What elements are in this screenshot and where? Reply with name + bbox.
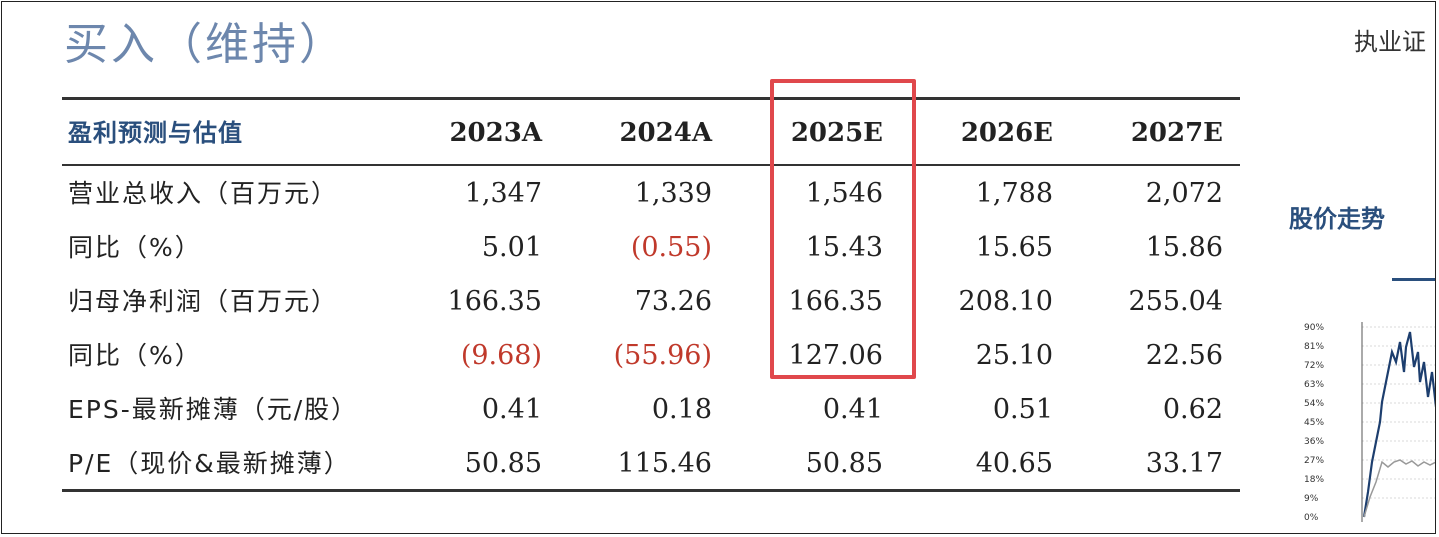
table-cell: 0.41: [481, 394, 542, 425]
y-tick-label: 54%: [1304, 399, 1324, 409]
stock-price-chart-thumbnail: 90% 81% 72% 63% 54% 45% 36% 27% 18% 9% 0…: [1304, 322, 1435, 523]
table-cell: 73.26: [634, 286, 712, 317]
y-tick-label: 81%: [1304, 342, 1324, 352]
table-cell: 25.10: [975, 340, 1053, 371]
table-cell: 50.85: [805, 448, 883, 479]
year-header: 2027E: [1130, 118, 1223, 148]
stock-trend-title: 股价走势: [1289, 205, 1385, 233]
chart-gridlines: [1362, 326, 1435, 499]
table-cell: 5.01: [481, 232, 542, 263]
year-header: 2025E: [790, 118, 883, 148]
table-cell: 0.41: [822, 394, 883, 425]
stock-trend-underline: [1392, 278, 1435, 281]
table-cell: 22.56: [1145, 340, 1223, 371]
stock-price-line: [1362, 331, 1435, 518]
table-cell: 0.51: [992, 394, 1053, 425]
table-row: 同比（%） (9.68) (55.96) 127.06 25.10 22.56: [62, 329, 1240, 383]
table-cell: 115.46: [617, 448, 712, 479]
y-tick-label: 63%: [1304, 380, 1324, 390]
table-cell: 0.18: [651, 394, 712, 425]
row-label: 同比（%）: [68, 341, 202, 370]
index-line: [1363, 459, 1435, 518]
y-tick-label: 0%: [1304, 513, 1319, 523]
table-cell: 40.65: [975, 448, 1053, 479]
table-cell-negative: (9.68): [460, 340, 542, 371]
table-header-rule: [62, 164, 1240, 166]
row-label: EPS-最新摊薄（元/股）: [68, 395, 359, 424]
table-title: 盈利预测与估值: [68, 119, 243, 147]
y-tick-label: 27%: [1304, 456, 1324, 466]
table-cell-negative: (0.55): [630, 232, 712, 263]
table-cell: 33.17: [1145, 448, 1223, 479]
table-header-row: 盈利预测与估值 2023A 2024A 2025E 2026E 2027E: [62, 106, 1240, 160]
table-cell: 1,347: [464, 178, 542, 209]
table-cell: 15.43: [805, 232, 883, 263]
highlight-box-2025e: [770, 79, 916, 379]
y-tick-label: 45%: [1304, 418, 1324, 428]
table-cell: 1,339: [634, 178, 712, 209]
table-cell: 15.65: [975, 232, 1053, 263]
table-cell: 50.85: [464, 448, 542, 479]
table-cell: 166.35: [447, 286, 542, 317]
row-label: 营业总收入（百万元）: [68, 179, 339, 208]
y-tick-label: 90%: [1304, 323, 1324, 333]
row-label: P/E（现价&最新摊薄）: [68, 449, 351, 478]
table-cell: 255.04: [1128, 286, 1223, 317]
table-cell: 208.10: [958, 286, 1053, 317]
table-bottom-rule: [62, 489, 1240, 492]
year-header: 2026E: [960, 118, 1053, 148]
table-cell-negative: (55.96): [613, 340, 712, 371]
analyst-partial-label: 执业证: [1354, 28, 1426, 56]
year-header: 2024A: [619, 118, 712, 148]
table-row: 同比（%） 5.01 (0.55) 15.43 15.65 15.86: [62, 221, 1240, 275]
row-label: 同比（%）: [68, 233, 202, 262]
y-tick-label: 18%: [1304, 475, 1324, 485]
table-cell: 127.06: [788, 340, 883, 371]
table-cell: 2,072: [1145, 178, 1223, 209]
table-row: 归母净利润（百万元） 166.35 73.26 166.35 208.10 25…: [62, 275, 1240, 329]
table-top-rule: [62, 97, 1240, 100]
table-cell: 166.35: [788, 286, 883, 317]
y-tick-label: 9%: [1304, 494, 1319, 504]
table-cell: 1,788: [975, 178, 1053, 209]
y-tick-label: 72%: [1304, 361, 1324, 371]
table-row: P/E（现价&最新摊薄） 50.85 115.46 50.85 40.65 33…: [62, 437, 1240, 491]
table-row: 营业总收入（百万元） 1,347 1,339 1,546 1,788 2,072: [62, 167, 1240, 221]
y-tick-label: 36%: [1304, 437, 1324, 447]
table-cell: 15.86: [1145, 232, 1223, 263]
rating-title: 买入（维持）: [64, 19, 346, 70]
table-cell: 0.62: [1162, 394, 1223, 425]
year-header: 2023A: [449, 118, 542, 148]
table-cell: 1,546: [805, 178, 883, 209]
table-row: EPS-最新摊薄（元/股） 0.41 0.18 0.41 0.51 0.62: [62, 383, 1240, 437]
row-label: 归母净利润（百万元）: [68, 287, 339, 316]
